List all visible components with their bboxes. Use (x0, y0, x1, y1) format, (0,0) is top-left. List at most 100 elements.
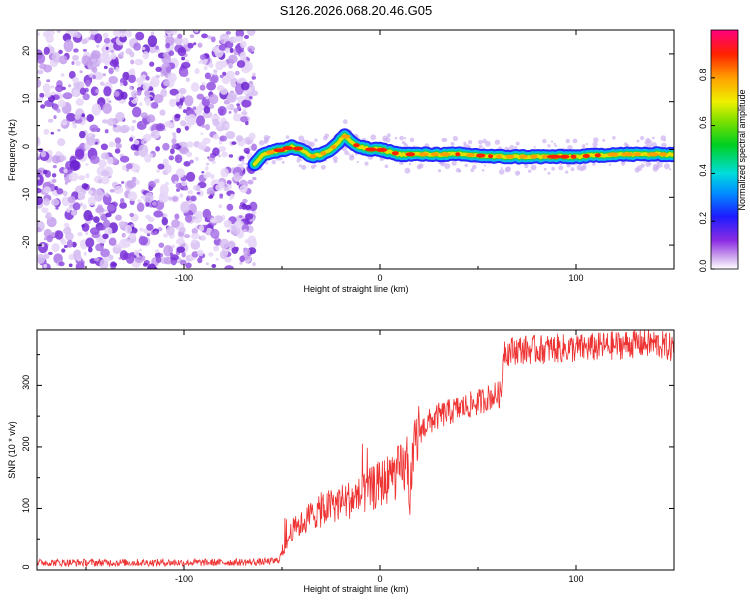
halo-speck (403, 137, 407, 140)
halo-speck (306, 139, 309, 142)
noise-speck (236, 105, 241, 110)
trace-peak (282, 146, 293, 151)
halo-speck (348, 155, 355, 161)
noise-speck (105, 98, 110, 102)
noise-speck (108, 76, 118, 84)
noise-speck (118, 221, 126, 228)
halo-speck (301, 164, 307, 170)
noise-speck (208, 94, 219, 105)
halo-speck (542, 138, 547, 144)
noise-speck (187, 190, 194, 195)
noise-speck (79, 202, 83, 207)
halo-speck (258, 140, 265, 146)
noise-speck (168, 155, 174, 161)
noise-speck (178, 104, 182, 110)
y-tick-label: 100 (21, 498, 31, 513)
noise-speck (120, 198, 125, 204)
noise-speck (142, 133, 152, 142)
noise-speck (133, 42, 142, 51)
noise-speck (100, 143, 108, 151)
noise-speck (85, 173, 90, 179)
noise-speck (196, 115, 205, 127)
noise-speck (183, 109, 187, 114)
noise-speck (208, 252, 214, 257)
noise-speck (69, 160, 80, 171)
noise-speck (211, 46, 221, 53)
colorbar-tick-label: 0.0 (698, 260, 708, 273)
noise-speck (220, 87, 228, 95)
noise-speck (150, 129, 161, 139)
noise-speck (43, 169, 48, 175)
noise-speck (120, 124, 130, 133)
noise-speck (193, 214, 203, 224)
noise-speck (241, 161, 245, 166)
trace-peak (570, 154, 577, 159)
noise-speck (252, 176, 257, 181)
noise-speck (180, 201, 191, 214)
noise-speck (228, 154, 234, 158)
noise-speck (66, 239, 74, 248)
noise-speck (220, 39, 225, 44)
noise-speck (128, 74, 136, 84)
noise-speck (174, 154, 183, 164)
noise-speck (235, 135, 244, 142)
signal-trace (247, 119, 674, 176)
noise-speck (125, 163, 133, 170)
halo-speck (572, 138, 578, 144)
trace-peak (519, 154, 528, 159)
noise-speck (187, 141, 194, 148)
noise-speck (248, 96, 253, 100)
noise-speck (153, 94, 164, 104)
noise-speck (234, 220, 245, 229)
noise-speck (170, 148, 175, 155)
noise-speck (225, 131, 236, 139)
noise-speck (181, 181, 188, 187)
noise-speck (37, 227, 42, 233)
halo-speck (646, 139, 651, 143)
noise-speck (176, 246, 186, 253)
noise-speck (77, 232, 83, 237)
noise-speck (171, 144, 177, 150)
halo-speck (452, 135, 458, 142)
halo-speck (404, 143, 408, 148)
noise-speck (102, 233, 109, 240)
noise-speck (83, 251, 87, 256)
noise-speck (224, 47, 230, 54)
noise-speck (184, 125, 189, 131)
noise-speck (189, 159, 194, 164)
noise-speck (142, 51, 149, 60)
noise-speck (168, 246, 173, 253)
noise-speck (110, 52, 117, 60)
noise-speck (68, 263, 73, 268)
noise-speck (114, 148, 121, 154)
noise-speck (133, 249, 140, 256)
noise-speck (140, 74, 147, 81)
halo-speck (370, 134, 377, 141)
noise-speck (46, 79, 51, 83)
noise-speck (66, 112, 76, 122)
noise-speck (203, 106, 211, 114)
noise-speck (37, 97, 43, 103)
noise-speck (95, 207, 105, 214)
noise-speck (220, 167, 229, 178)
noise-speck (126, 30, 132, 38)
noise-speck (102, 119, 108, 124)
colorbar-tick-label: 0.4 (698, 164, 708, 177)
noise-speck (67, 195, 76, 204)
noise-speck (170, 254, 179, 261)
halo-speck (399, 135, 404, 141)
noise-speck (247, 30, 256, 36)
noise-speck (108, 237, 117, 246)
noise-speck (186, 151, 193, 158)
noise-speck (222, 71, 227, 76)
noise-speck (174, 180, 179, 184)
noise-speck (198, 225, 205, 232)
noise-speck (218, 154, 222, 158)
noise-speck (212, 134, 220, 140)
noise-speck (179, 193, 184, 199)
noise-speck (239, 184, 248, 193)
noise-speck (174, 213, 180, 220)
noise-speck (79, 87, 87, 95)
halo-speck (342, 119, 348, 125)
noise-speck (227, 240, 236, 249)
